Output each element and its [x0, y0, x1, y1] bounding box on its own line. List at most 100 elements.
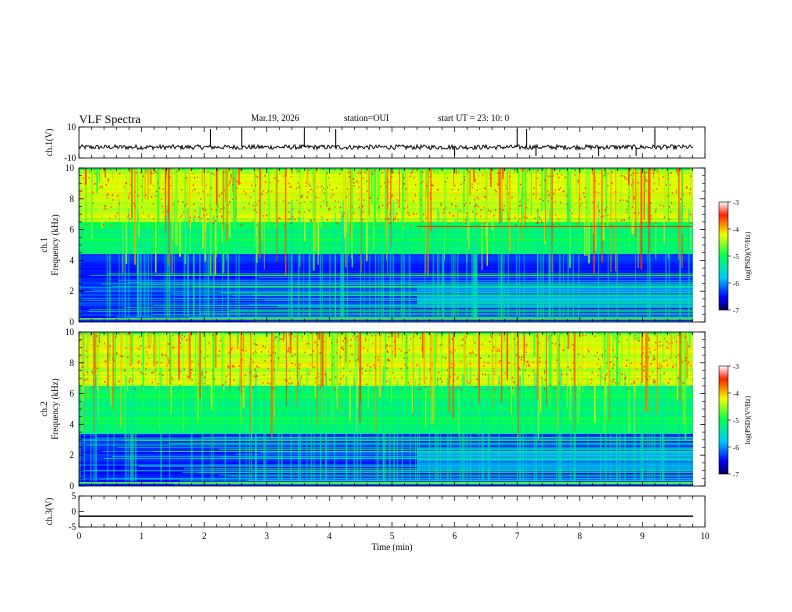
spec-streak: [251, 332, 253, 440]
spec-hotspot: [297, 182, 299, 184]
spec-hotspot: [483, 364, 485, 367]
spec-hotspot: [254, 209, 256, 212]
spec-hotspot: [441, 334, 443, 337]
spec-line: [247, 480, 693, 481]
spec-hotspot: [474, 198, 476, 201]
spec-hotspot: [672, 365, 674, 367]
spec-streak: [592, 168, 594, 234]
spec-hotspot: [133, 202, 135, 205]
spec-streak: [186, 332, 189, 362]
spec-streak: [663, 168, 665, 245]
spec-streak: [539, 332, 542, 413]
spec-hotspot: [450, 366, 452, 369]
spec-line: [123, 307, 693, 308]
spec-hotspot: [269, 382, 271, 385]
spec-line: [251, 470, 693, 472]
spec-hotspot: [115, 387, 117, 390]
spec-hotspot: [326, 219, 329, 221]
spec-hotspot: [516, 384, 518, 386]
spec-hotspot: [544, 387, 546, 390]
spec-hotspot: [310, 220, 312, 222]
spec-hotspot: [398, 206, 400, 208]
spec-hotspot: [602, 376, 604, 379]
spec-hotspot: [653, 355, 655, 357]
spec-hotspot: [327, 186, 329, 189]
spec-hotspot: [207, 171, 209, 173]
spec-streak: [448, 332, 451, 413]
spec-streak: [384, 332, 387, 370]
spec-hotspot: [554, 369, 556, 372]
spec-hotspot: [675, 341, 678, 343]
spec-hotspot: [181, 334, 183, 336]
spec-streak: [519, 375, 521, 482]
spec-hotspot: [410, 172, 412, 174]
spec-hotspot: [663, 360, 665, 362]
spec-hotspot: [339, 211, 341, 213]
spec-hotspot: [413, 332, 415, 334]
spec-hotspot: [301, 196, 303, 198]
spec-hotspot: [669, 378, 671, 380]
spec-hotspot: [310, 188, 312, 191]
spec-hotspot: [477, 224, 479, 227]
spec-hotspot: [566, 373, 568, 376]
spec-streak: [450, 240, 452, 318]
x-axis-label: Time (min): [372, 542, 413, 552]
spec-streak: [132, 369, 134, 482]
spec-hotspot: [252, 360, 254, 363]
spec-row: [79, 262, 693, 264]
spec-streak: [676, 332, 679, 400]
spec-row: [79, 416, 693, 418]
spec-hotspot: [551, 342, 553, 344]
spec-hotspot: [378, 206, 380, 209]
spec-hotspot: [594, 191, 596, 193]
spec-hotspot: [388, 335, 390, 338]
spec-hotspot: [338, 383, 341, 385]
spec-streak: [482, 407, 485, 482]
spec-hotspot: [321, 355, 324, 358]
spec-row: [79, 410, 693, 412]
spec-streak: [270, 332, 273, 438]
spec-hotspot: [166, 210, 169, 213]
spec-hotspot: [578, 353, 580, 356]
spec-hotspot: [301, 335, 303, 338]
spec-hotspot: [652, 359, 654, 361]
spec-hotspot: [86, 371, 88, 374]
spec-streak: [259, 168, 261, 259]
spec-hotspot: [230, 174, 232, 176]
spec-streak: [488, 385, 491, 482]
spec-streak: [681, 168, 683, 234]
spec-hotspot: [471, 186, 473, 189]
spec-line: [80, 300, 693, 302]
spec-streak: [375, 388, 377, 482]
y-tick-label: -10: [64, 153, 76, 163]
spec-streak: [540, 231, 542, 318]
spec-hotspot: [483, 361, 486, 364]
spec-streak: [473, 332, 474, 345]
spec-hotspot: [498, 361, 500, 364]
spec-hotspot: [85, 350, 87, 352]
spec-hotspot: [167, 362, 170, 364]
spec-hotspot: [318, 376, 320, 378]
spec-streak: [118, 199, 120, 318]
spec-hotspot: [141, 363, 143, 365]
spec-hotspot: [169, 176, 171, 179]
spec-line: [417, 460, 693, 462]
spec-hotspot: [433, 170, 435, 172]
spec-hotspot: [314, 341, 316, 344]
spec-streak: [268, 168, 270, 228]
spec-streak: [155, 332, 157, 376]
spec-hotspot: [655, 222, 657, 224]
spec-hotspot: [483, 206, 485, 209]
spec-hotspot: [675, 355, 677, 358]
spec-hotspot: [130, 170, 132, 173]
spec-hotspot: [277, 220, 279, 223]
spec-streak: [319, 382, 321, 482]
spec-streak: [341, 212, 343, 318]
spec-row: [79, 388, 693, 390]
spec-streak: [285, 332, 287, 407]
spec-hotspot: [497, 172, 499, 174]
spec-hotspot: [253, 375, 255, 378]
spec-streak: [521, 168, 523, 214]
spec-line: [101, 283, 693, 285]
spec-streak: [466, 215, 468, 318]
